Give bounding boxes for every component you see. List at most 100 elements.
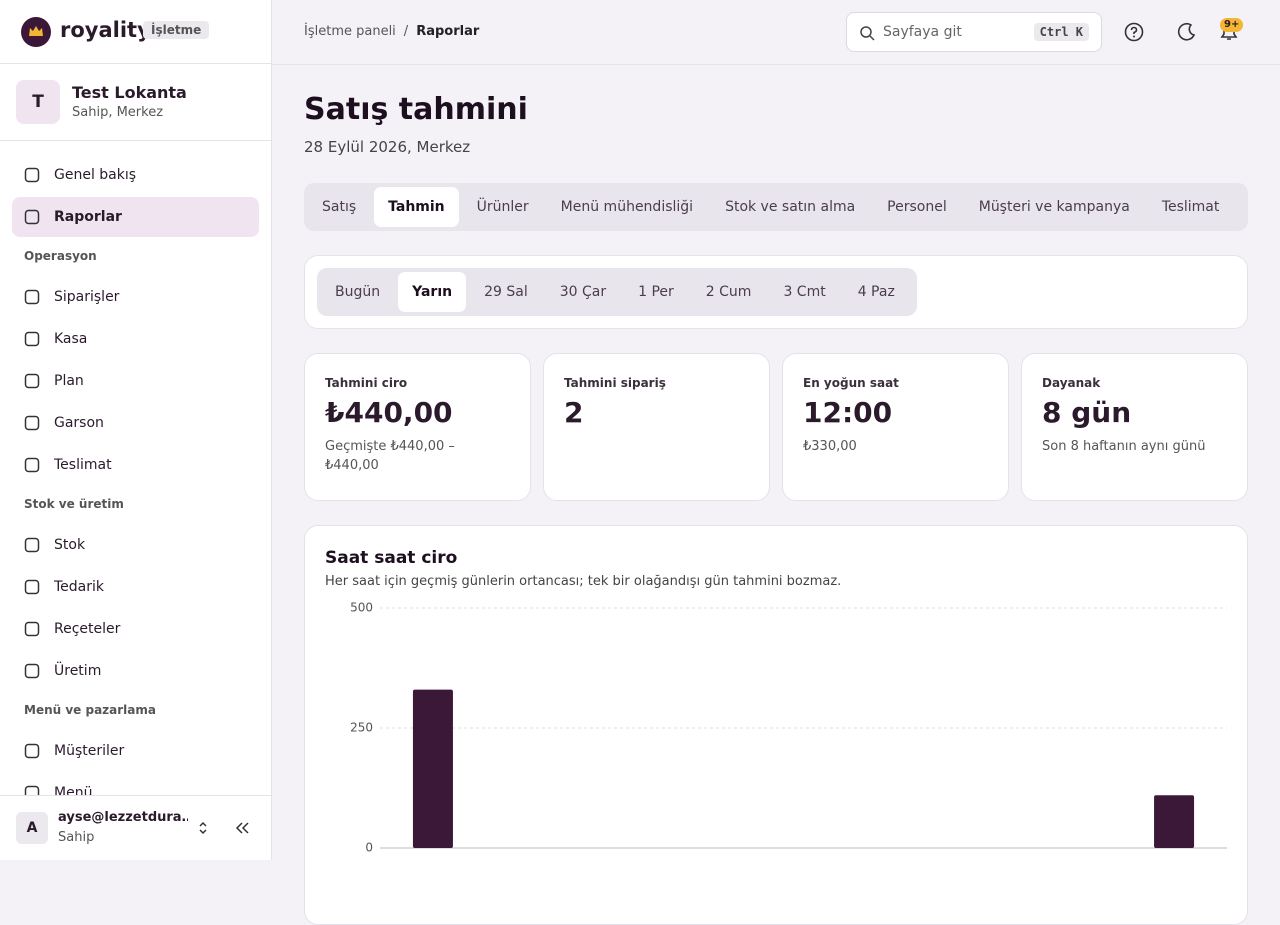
stat-value: 12:00 [803, 396, 893, 429]
nav-icon [24, 415, 40, 431]
user-email[interactable]: ayse@lezzetdura… [58, 810, 188, 825]
breadcrumb: İşletme paneli / Raporlar [304, 24, 480, 39]
stat-card: En yoğun saat 12:00 ₺330,00 [782, 353, 1009, 501]
day-tab[interactable]: 30 Çar [559, 284, 607, 300]
nav-item[interactable]: Plan [12, 361, 259, 401]
nav-icon [24, 209, 40, 225]
stat-value: ₺440,00 [325, 396, 453, 429]
day-tab[interactable]: 2 Cum [705, 284, 752, 300]
nav-item[interactable]: Menü [12, 773, 259, 795]
chart-subtitle: Her saat için geçmiş günlerin ortancası;… [325, 574, 842, 589]
breadcrumb-current: Raporlar [416, 24, 480, 39]
user-actions[interactable] [196, 820, 256, 836]
search-placeholder: Sayfaya git [883, 24, 962, 40]
nav-icon [24, 621, 40, 637]
bar [1154, 795, 1195, 848]
nav-label: Stok [54, 537, 86, 553]
stat-label: Tahmini sipariş [564, 376, 666, 390]
nav-label: Menü [54, 785, 93, 795]
day-tab[interactable]: Bugün [335, 284, 381, 300]
nav-icon [24, 167, 40, 183]
stat-value: 2 [564, 396, 584, 429]
nav-item[interactable]: Garson [12, 403, 259, 443]
nav-item[interactable]: Raporlar [12, 197, 259, 237]
tab[interactable]: Ürünler [476, 199, 529, 215]
nav-item[interactable]: Reçeteler [12, 609, 259, 649]
page-title: Satış tahmini [304, 92, 528, 127]
help-icon[interactable] [1124, 22, 1144, 42]
brand-badge: İşletme [143, 21, 210, 39]
nav-item[interactable]: Stok [12, 525, 259, 565]
tab[interactable]: Satış [322, 199, 357, 215]
search[interactable]: Sayfaya git Ctrl K [846, 12, 1102, 52]
nav-section: Stok ve üretim [24, 497, 124, 511]
tab[interactable]: Personel [887, 199, 947, 215]
search-icon [860, 26, 875, 41]
nav-icon [24, 537, 40, 553]
nav-item[interactable]: Genel bakış [12, 155, 259, 195]
nav-item[interactable]: Kasa [12, 319, 259, 359]
tab[interactable]: Teslimat [1161, 199, 1220, 215]
chart-title: Saat saat ciro [325, 548, 458, 568]
y-tick-label: 500 [350, 601, 373, 615]
user-avatar: A [16, 812, 48, 844]
nav-label: Tedarik [54, 579, 105, 595]
nav-item[interactable]: Üretim [12, 651, 259, 691]
nav-label: Garson [54, 415, 104, 431]
stat-card: Tahmini ciro ₺440,00 Geçmişte ₺440,00 – ₺4… [304, 353, 531, 501]
brand-name: royality [60, 18, 151, 42]
day-tab[interactable]: 3 Cmt [783, 284, 826, 300]
breadcrumb-item[interactable]: İşletme paneli [304, 24, 396, 39]
shortcut: Ctrl K [1033, 23, 1089, 41]
tab[interactable]: Stok ve satın alma [725, 199, 856, 215]
stat-note: Geçmişte ₺440,00 – ₺440,00 [325, 439, 455, 473]
chart-card: Saat saat ciro Her saat için geçmiş günl… [304, 525, 1248, 925]
sidebar: royality İşletme T Test Lokanta Sahip, M… [0, 0, 272, 860]
stat-label: Dayanak [1042, 376, 1101, 390]
y-tick-label: 0 [365, 841, 373, 855]
y-tick-label: 250 [350, 721, 373, 735]
day-tabs: Bugün Yarın 29 Sal 30 Çar 1 Per 2 Cum 3 Cmt 4 P… [317, 268, 917, 316]
nav-icon [24, 785, 40, 795]
nav-icon [24, 743, 40, 759]
day-tab[interactable]: Yarın [398, 272, 467, 312]
day-tab[interactable]: 4 Paz [857, 284, 895, 300]
business-avatar: T [16, 80, 60, 124]
tab[interactable]: Menü mühendisliği [560, 199, 694, 215]
day-panel: Bugün Yarın 29 Sal 30 Çar 1 Per 2 Cum 3 Cmt 4 P… [304, 255, 1248, 329]
logo [21, 17, 51, 47]
tab[interactable]: Müşteri ve kampanya [978, 199, 1130, 215]
page-subtitle: 28 Eylül 2026, Merkez [304, 138, 471, 156]
nav-item[interactable]: Müşteriler [12, 731, 259, 771]
nav-icon [24, 331, 40, 347]
header-divider [272, 64, 1280, 65]
nav-label: Reçeteler [54, 621, 121, 637]
notification-badge: 9+ [1220, 18, 1244, 32]
day-tab[interactable]: 29 Sal [484, 284, 528, 300]
nav-item[interactable]: Siparişler [12, 277, 259, 317]
stat-value: 8 gün [1042, 396, 1132, 429]
stat-note: Son 8 haftanın aynı günü [1042, 439, 1206, 454]
nav-label: Genel bakış [54, 167, 137, 183]
stat-label: Tahmini ciro [325, 376, 408, 390]
divider [0, 140, 271, 141]
nav-section: Menü ve pazarlama [24, 703, 156, 717]
nav-label: Teslimat [54, 457, 112, 473]
stat-note: ₺330,00 [803, 439, 857, 454]
nav-label: Kasa [54, 331, 88, 347]
nav-label: Müşteriler [54, 743, 125, 759]
nav-section: Operasyon [24, 249, 97, 263]
day-tab[interactable]: 1 Per [638, 284, 674, 300]
nav-icon [24, 289, 40, 305]
business-name[interactable]: Test Lokanta [72, 83, 187, 102]
nav-item[interactable]: Teslimat [12, 445, 259, 485]
nav: Genel bakış Raporlar Operasyon Siparişler Ka… [0, 141, 271, 795]
nav-icon [24, 663, 40, 679]
nav-icon [24, 579, 40, 595]
nav-item[interactable]: Tedarik [12, 567, 259, 607]
theme-icon[interactable] [1177, 22, 1197, 42]
nav-label: Plan [54, 373, 84, 389]
user-role: Sahip [58, 830, 95, 845]
tab[interactable]: Tahmin [374, 187, 459, 227]
